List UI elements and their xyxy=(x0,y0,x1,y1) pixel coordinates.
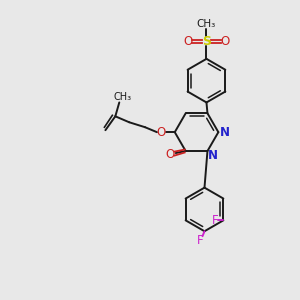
Text: O: O xyxy=(165,148,174,160)
Text: S: S xyxy=(202,34,211,47)
Text: O: O xyxy=(156,126,166,139)
Text: CH₃: CH₃ xyxy=(113,92,131,101)
Text: N: N xyxy=(220,126,230,139)
Text: O: O xyxy=(221,34,230,47)
Text: F: F xyxy=(197,234,204,247)
Text: F: F xyxy=(212,214,219,227)
Text: N: N xyxy=(207,148,218,161)
Text: CH₃: CH₃ xyxy=(197,19,216,29)
Text: O: O xyxy=(183,34,192,47)
